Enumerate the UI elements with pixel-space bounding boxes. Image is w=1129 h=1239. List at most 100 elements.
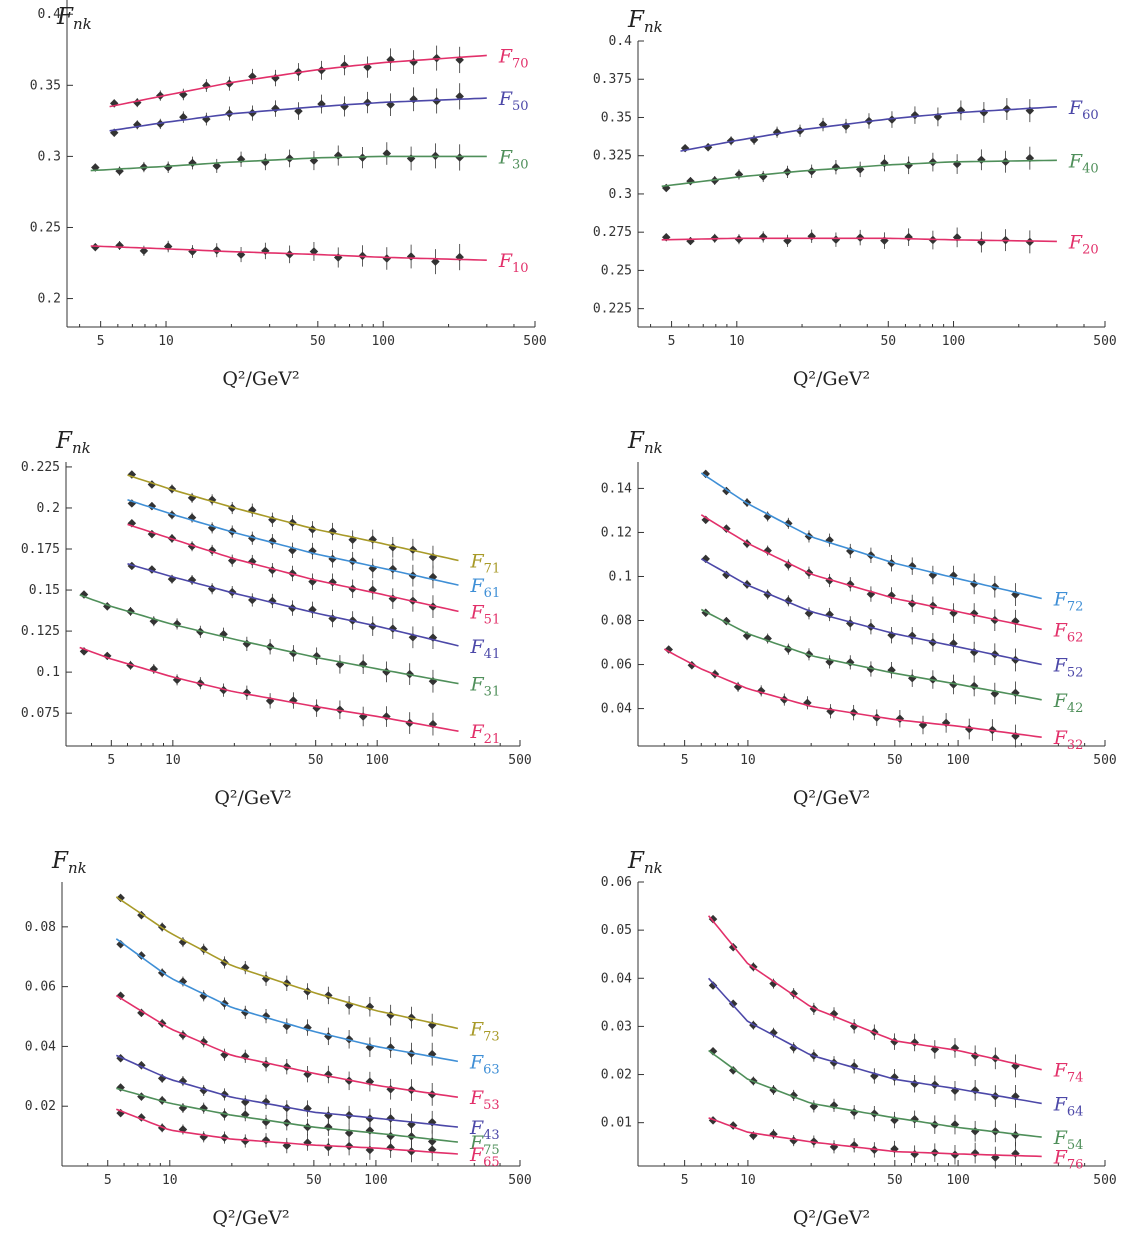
data-point <box>116 991 125 1001</box>
series-F51: F51 <box>127 519 500 627</box>
series-label-F51: F51 <box>469 601 500 627</box>
series-label-F72: F72 <box>1053 588 1084 614</box>
curve-F20 <box>661 237 1057 243</box>
data-point <box>977 237 986 247</box>
y-tick-label: 0.3 <box>38 149 61 164</box>
y-tick-label: 0.3 <box>609 187 632 202</box>
chart-panel-2: 5 10 50 100 500 0.225 0.25 0.275 0.3 0.325 0.35 0.3… <box>593 7 1117 390</box>
curve-F40 <box>661 159 1057 188</box>
y-tick-label: 0.06 <box>25 980 56 995</box>
series-label-F52: F52 <box>1053 655 1084 681</box>
y-axis-label: Fnk <box>55 428 91 457</box>
data-point <box>409 57 418 67</box>
series-F60: F60 <box>680 97 1099 153</box>
x-tick-label: 50 <box>880 334 896 349</box>
data-point <box>1011 1130 1020 1140</box>
data-point <box>758 172 768 181</box>
data-point <box>324 1070 333 1079</box>
y-tick-label: 0.08 <box>25 920 56 935</box>
series-label-F65: F65 <box>469 1144 500 1170</box>
curve-F65 <box>116 1108 458 1155</box>
data-point <box>849 1141 859 1150</box>
series-F42: F42 <box>700 608 1083 716</box>
y-tick-label: 0.05 <box>601 923 632 938</box>
y-tick-label: 0.1 <box>37 665 60 680</box>
curve-F10 <box>90 245 487 261</box>
x-tick-label: 10 <box>740 1173 756 1188</box>
data-point <box>664 645 673 654</box>
data-point <box>831 162 841 172</box>
data-point <box>188 158 197 168</box>
y-tick-label: 0.04 <box>601 702 632 717</box>
data-point <box>769 979 778 988</box>
x-tick-label: 50 <box>887 753 903 768</box>
x-axis-label: Q²/GeV² <box>793 787 870 809</box>
y-tick-label: 0.15 <box>29 583 60 598</box>
x-tick-label: 10 <box>740 753 756 768</box>
data-point <box>188 247 197 256</box>
y-tick-label: 0.2 <box>37 501 60 516</box>
data-point <box>895 714 905 723</box>
x-tick-label: 5 <box>668 334 676 349</box>
y-tick-label: 0.01 <box>601 1116 632 1131</box>
data-point <box>324 1142 333 1152</box>
series-label-F31: F31 <box>469 674 500 700</box>
curve-F71 <box>127 474 459 562</box>
series-label-F76: F76 <box>1053 1146 1084 1172</box>
x-tick-label: 50 <box>310 334 326 349</box>
x-tick-label: 500 <box>1093 334 1116 349</box>
series-F32: F32 <box>663 645 1083 753</box>
data-point <box>382 712 391 721</box>
data-point <box>686 176 695 186</box>
data-point <box>261 157 270 167</box>
series-label-F71: F71 <box>469 550 500 576</box>
y-tick-label: 0.225 <box>593 302 632 317</box>
y-tick-label: 0.1 <box>609 569 632 584</box>
data-point <box>964 724 974 734</box>
data-point <box>772 127 782 137</box>
data-point <box>831 235 841 244</box>
series-F30: F30 <box>90 142 529 176</box>
series-F20: F20 <box>661 227 1099 257</box>
x-axis-label: Q²/GeV² <box>214 787 291 809</box>
x-tick-label: 100 <box>365 753 388 768</box>
curve-F31 <box>79 594 459 685</box>
y-axis-label: Fnk <box>627 7 663 36</box>
y-tick-label: 0.125 <box>21 624 60 639</box>
data-point <box>409 95 418 104</box>
data-point <box>427 1090 437 1099</box>
data-point <box>333 151 343 160</box>
series-label-F50: F50 <box>498 88 529 114</box>
series-label-F30: F30 <box>498 146 529 172</box>
series-F75: F75 <box>116 1083 500 1158</box>
x-tick-label: 500 <box>523 334 546 349</box>
series-label-F43: F43 <box>469 1117 500 1143</box>
series-F31: F31 <box>79 590 500 700</box>
data-point <box>303 1122 312 1132</box>
series-label-F53: F53 <box>469 1087 500 1113</box>
series-F40: F40 <box>661 146 1099 193</box>
curve-F75 <box>116 1087 458 1143</box>
series-label-F10: F10 <box>498 250 529 276</box>
series-label-F75: F75 <box>469 1132 500 1158</box>
data-point <box>212 245 222 255</box>
curve-F74 <box>707 915 1042 1071</box>
y-axis-label: Fnk <box>627 428 663 457</box>
y-tick-label: 0.375 <box>593 72 632 87</box>
curve-F50 <box>109 97 487 132</box>
y-tick-label: 0.08 <box>601 614 632 629</box>
data-point <box>970 1086 980 1095</box>
data-point <box>116 940 125 949</box>
x-tick-label: 500 <box>1093 753 1116 768</box>
curve-F54 <box>708 1049 1042 1138</box>
data-point <box>91 242 100 252</box>
y-axis-label: Fnk <box>51 848 87 877</box>
x-tick-label: 5 <box>681 1173 689 1188</box>
curve-F21 <box>79 646 459 732</box>
x-tick-label: 100 <box>942 334 965 349</box>
series-F64: F64 <box>708 977 1083 1119</box>
data-point <box>163 163 173 172</box>
x-tick-label: 5 <box>104 1173 112 1188</box>
